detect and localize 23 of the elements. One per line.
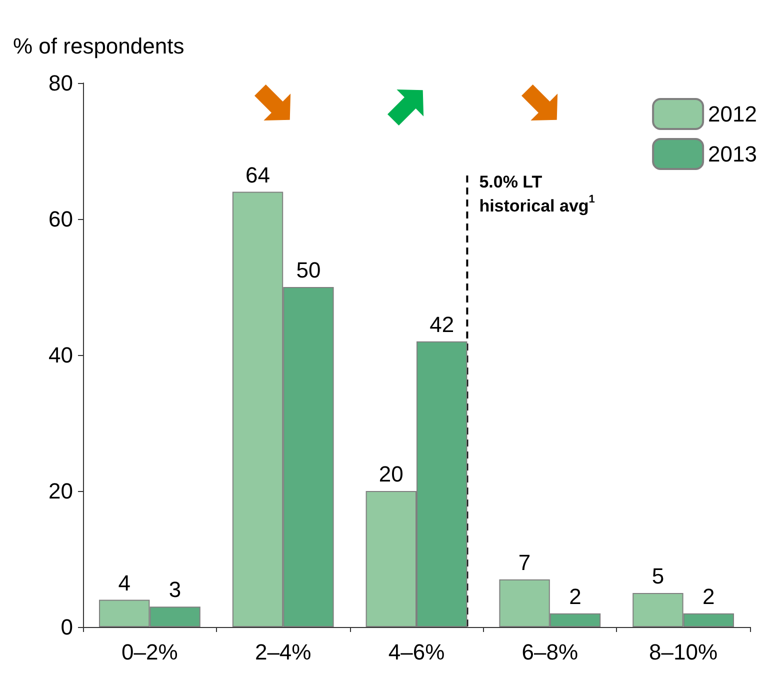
legend-label: 2013 (708, 142, 758, 166)
data-label: 2 (569, 584, 582, 609)
data-label: 50 (296, 258, 321, 282)
data-label: 5 (652, 564, 664, 588)
data-label: 64 (246, 162, 270, 188)
y-tick-label: 20 (48, 478, 73, 504)
y-axis-title: % of respondents (13, 34, 184, 58)
x-tick-label: 6–8% (522, 640, 578, 664)
legend-label: 2012 (708, 102, 758, 126)
y-tick-label: 40 (48, 342, 73, 368)
x-tick-label: 8–10% (649, 640, 718, 664)
x-tick-label: 0–2% (122, 640, 178, 664)
y-tick-label: 0 (60, 614, 73, 640)
data-label: 3 (168, 577, 182, 602)
data-label: 42 (430, 312, 454, 337)
data-label: 2 (702, 584, 715, 609)
x-tick-label: 4–6% (388, 640, 445, 664)
x-tick-label: 2–4% (254, 640, 312, 664)
data-label: 7 (518, 550, 531, 575)
data-label: 4 (118, 570, 130, 596)
y-tick-label: 80 (48, 70, 73, 96)
data-label: 20 (378, 462, 404, 486)
y-tick-label: 60 (48, 206, 73, 232)
